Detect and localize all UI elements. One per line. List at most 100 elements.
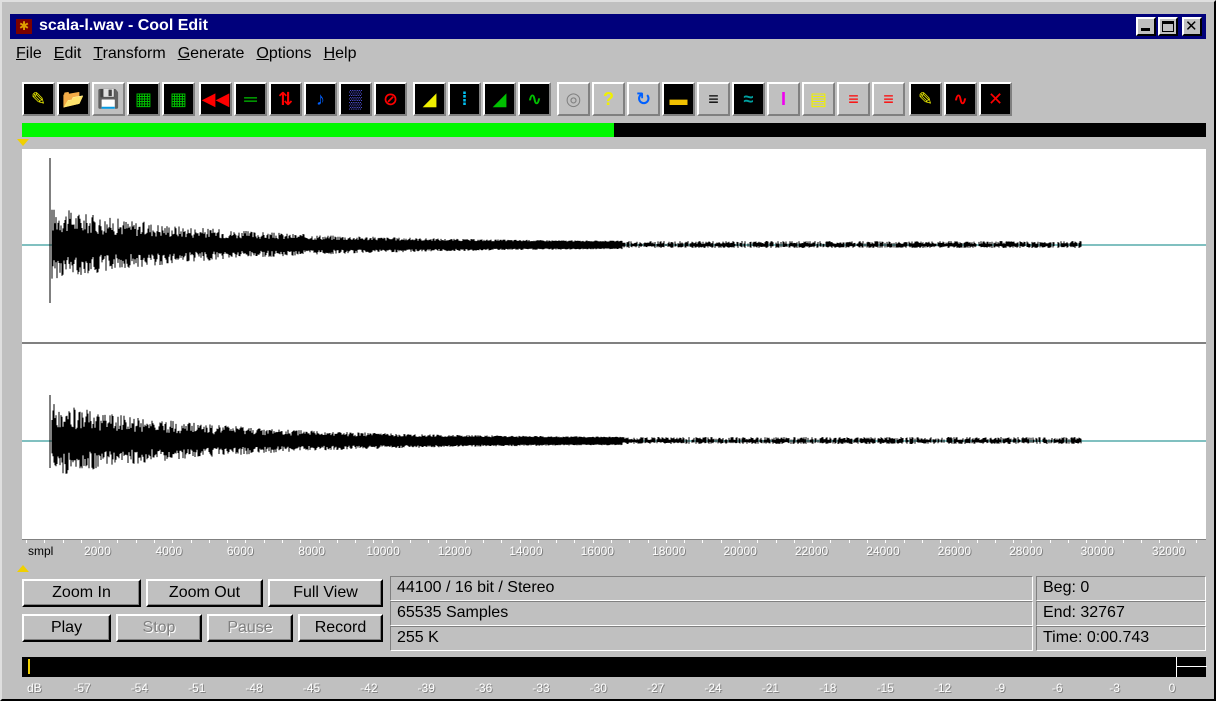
ruler-tick bbox=[1104, 540, 1106, 543]
window-controls bbox=[1136, 17, 1202, 36]
ruler-label: 12000 bbox=[437, 544, 472, 558]
filter-icon: ∿ bbox=[526, 89, 543, 109]
analysis-tool-button[interactable]: ≈ bbox=[732, 82, 765, 116]
record-button[interactable]: Record bbox=[298, 614, 383, 642]
note-icon: ♪ bbox=[316, 89, 325, 109]
ruler-tick bbox=[1159, 540, 1161, 543]
ruler-tick bbox=[921, 540, 923, 543]
cd-icon: ◎ bbox=[565, 89, 582, 109]
ruler-tick bbox=[208, 540, 210, 543]
levels-tool-button[interactable]: ▬ bbox=[662, 82, 695, 116]
envelope-tool-button[interactable]: ◢ bbox=[483, 82, 516, 116]
close-button[interactable] bbox=[1182, 17, 1202, 36]
stop-button[interactable]: Stop bbox=[116, 614, 202, 642]
db-label: -27 bbox=[647, 681, 665, 695]
file-info-panel: 44100 / 16 bit / Stereo 65535 Samples 25… bbox=[390, 576, 1033, 651]
wave-yellow-tool-button[interactable]: ✎ bbox=[909, 82, 942, 116]
amplify-icon: ◢ bbox=[422, 89, 437, 109]
right-channel-waveform[interactable] bbox=[22, 344, 1206, 539]
mix-paste-icon: ▦ bbox=[169, 89, 187, 109]
title-bar[interactable]: ✱ scala-l.wav - Cool Edit bbox=[10, 14, 1206, 39]
db-unit: dB bbox=[27, 681, 42, 695]
stop-bars-icon: ═ bbox=[244, 89, 257, 109]
wave-cross-tool-button[interactable]: ✕ bbox=[979, 82, 1012, 116]
reverse-icon: ⇅ bbox=[277, 89, 294, 109]
menu-edit[interactable]: Edit bbox=[53, 45, 82, 62]
menu-help[interactable]: Help bbox=[323, 45, 357, 62]
echo-icon: ⁞ bbox=[461, 89, 468, 109]
menu-generate[interactable]: Generate bbox=[177, 45, 245, 62]
maximize-button[interactable] bbox=[1158, 17, 1178, 36]
ruler-tick bbox=[391, 540, 393, 543]
ruler-label: 10000 bbox=[366, 544, 400, 558]
samples-info: 65535 Samples bbox=[390, 601, 1033, 626]
play-button[interactable]: Play bbox=[22, 614, 111, 642]
ruler-tick bbox=[153, 540, 155, 543]
loop-tool-button[interactable]: ↻ bbox=[627, 82, 660, 116]
db-label: -54 bbox=[130, 681, 149, 695]
cursor-tool-button[interactable]: I bbox=[767, 82, 800, 116]
script-tool-button[interactable]: ▤ bbox=[802, 82, 835, 116]
menu-options[interactable]: Options bbox=[256, 45, 312, 62]
ruler-tick bbox=[903, 540, 905, 543]
ruler-tick bbox=[537, 540, 539, 543]
db-label: -39 bbox=[417, 681, 435, 695]
menu-file[interactable]: File bbox=[16, 45, 42, 62]
noise-tool-button[interactable]: ▒ bbox=[339, 82, 372, 116]
db-label: -51 bbox=[188, 681, 206, 695]
ruler-label: 20000 bbox=[723, 544, 757, 558]
selection-end-marker-icon[interactable] bbox=[17, 565, 29, 572]
mute-tool-button[interactable]: ⊘ bbox=[374, 82, 407, 116]
db-label: -45 bbox=[302, 681, 321, 695]
ruler-tick bbox=[976, 540, 978, 543]
rewind-tool-button[interactable]: ◀◀ bbox=[199, 82, 232, 116]
end-value: End: 32767 bbox=[1036, 601, 1206, 626]
app-icon[interactable]: ✱ bbox=[16, 19, 32, 34]
ruler-tick bbox=[885, 540, 887, 543]
help-tool-button[interactable]: ? bbox=[592, 82, 625, 116]
cut-save-icon: ▦ bbox=[134, 89, 152, 109]
mute-icon: ⊘ bbox=[382, 89, 399, 109]
zoom-in-button[interactable]: Zoom In bbox=[22, 579, 141, 607]
preset-tool-button[interactable]: ≡ bbox=[872, 82, 905, 116]
amplify-tool-button[interactable]: ◢ bbox=[413, 82, 446, 116]
stop-bars-tool-button[interactable]: ═ bbox=[234, 82, 267, 116]
echo-tool-button[interactable]: ⁞ bbox=[448, 82, 481, 116]
open-tool-button[interactable]: 📂 bbox=[57, 82, 90, 116]
db-label: -18 bbox=[819, 681, 837, 695]
new-tool-button[interactable]: ✎ bbox=[22, 82, 55, 116]
analysis-icon: ≈ bbox=[743, 89, 754, 109]
ruler-tick bbox=[99, 540, 101, 543]
left-channel-waveform[interactable] bbox=[22, 149, 1206, 342]
save-tool-button[interactable]: 💾 bbox=[92, 82, 125, 116]
ruler-tick bbox=[464, 540, 466, 543]
cut-save-tool-button[interactable]: ▦ bbox=[127, 82, 160, 116]
wave-yellow-icon: ✎ bbox=[917, 89, 934, 109]
fft-tool-button[interactable]: ≡ bbox=[697, 82, 730, 116]
ruler-tick bbox=[245, 540, 247, 543]
filter-tool-button[interactable]: ∿ bbox=[518, 82, 551, 116]
minimize-button[interactable] bbox=[1136, 17, 1156, 36]
ruler-tick bbox=[775, 540, 777, 543]
selection-start-marker-icon[interactable] bbox=[17, 139, 29, 146]
ruler-tick bbox=[44, 540, 46, 543]
ruler-label: 22000 bbox=[794, 544, 829, 558]
cd-tool-button[interactable]: ◎ bbox=[557, 82, 590, 116]
zoom-out-button[interactable]: Zoom Out bbox=[146, 579, 263, 607]
levels-icon: ▬ bbox=[669, 89, 688, 109]
mix-paste-tool-button[interactable]: ▦ bbox=[162, 82, 195, 116]
pause-button[interactable]: Pause bbox=[207, 614, 293, 642]
loop-icon: ↻ bbox=[635, 89, 652, 109]
wave-cross-icon: ✕ bbox=[987, 89, 1004, 109]
ruler-tick bbox=[80, 540, 82, 543]
full-view-button[interactable]: Full View bbox=[268, 579, 383, 607]
menu-transform[interactable]: Transform bbox=[93, 45, 166, 62]
wave-red-tool-button[interactable]: ∿ bbox=[944, 82, 977, 116]
ruler-tick bbox=[172, 540, 174, 543]
batch-tool-button[interactable]: ≡ bbox=[837, 82, 870, 116]
reverse-tool-button[interactable]: ⇅ bbox=[269, 82, 302, 116]
sample-ruler[interactable]: smpl 2000 4000 6000 8000 10000 12000 14000 1600… bbox=[22, 539, 1206, 564]
db-label: -9 bbox=[994, 681, 1006, 695]
ruler-label: 18000 bbox=[652, 544, 686, 558]
note-tool-button[interactable]: ♪ bbox=[304, 82, 337, 116]
